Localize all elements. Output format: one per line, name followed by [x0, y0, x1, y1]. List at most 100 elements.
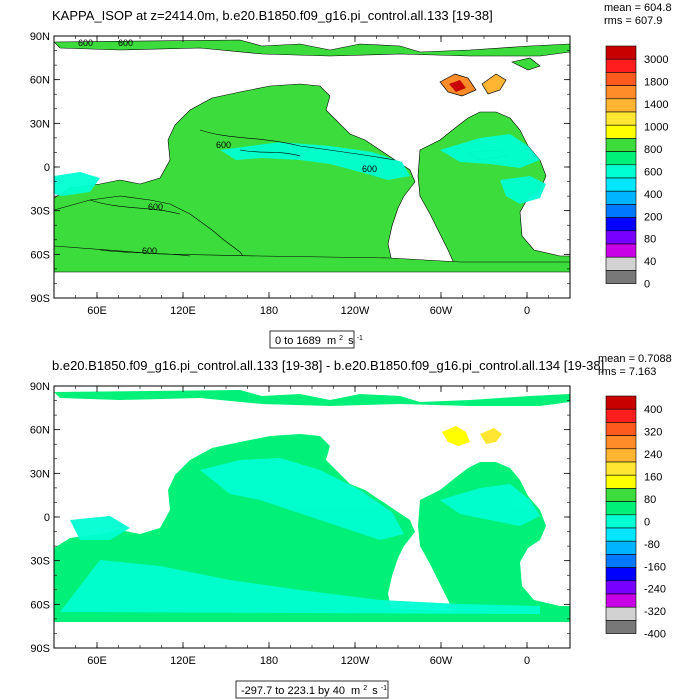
panel-2-rms: rms = 7.163 [598, 366, 656, 378]
lon-tick-label: 60E [87, 305, 107, 317]
lon-tick-label: 120W [341, 655, 370, 667]
colorbar-box [605, 567, 637, 582]
lon-tick-label: 120W [341, 305, 370, 317]
colorbar-box [605, 151, 637, 166]
colorbar-box [605, 72, 637, 86]
colorbar-label: 80 [644, 494, 656, 506]
colorbar-label: 800 [644, 144, 662, 156]
colorbar-box [605, 138, 637, 152]
panel-1-units: m [327, 335, 336, 347]
colorbar-box [605, 111, 637, 126]
panel-2-colorbar: 400 320 240 160 80 0 -80 -160 -240 -320 -400 [605, 395, 666, 641]
panel-1-ticks: 90N 60N 30N 0 30S 60S 90S 60E 120E 180 120W 60W 0 [30, 31, 571, 317]
colorbar-box [605, 270, 637, 284]
lon-tick-label: 60E [87, 655, 107, 667]
lon-tick-label: 120E [170, 305, 196, 317]
lon-tick-label: 0 [524, 305, 530, 317]
lon-tick-label: 60W [430, 655, 453, 667]
contour-label: 600 [362, 164, 377, 174]
panel-2-units-tail-exp: -1 [381, 685, 387, 692]
panel-1-units-tail: s [348, 335, 354, 347]
colorbar-label: 400 [644, 404, 662, 416]
panel-2-units-exp: 2 [363, 685, 367, 692]
panel-2-range-box: -297.7 to 223.1 by 40 m 2 s -1 [235, 680, 389, 699]
lat-tick-label: 30N [30, 468, 50, 480]
colorbar-box [605, 593, 637, 608]
colorbar-label: -400 [644, 629, 666, 641]
panel-2-ticks: 90N 60N 30N 0 30S 60S 90S 60E 120E 180 120W 60W 0 [30, 381, 571, 667]
panel-1-range-text: 0 to 1689 [275, 335, 321, 347]
colorbar-box [605, 501, 637, 516]
colorbar-box [605, 177, 637, 192]
contour-label: 600 [148, 202, 163, 212]
colorbar-label: 200 [644, 211, 662, 223]
colorbar-box [605, 164, 637, 179]
colorbar-box [605, 243, 637, 258]
colorbar-label: 320 [644, 427, 662, 439]
panel-1-units-tail-exp: -1 [357, 335, 363, 342]
lat-tick-label: 90N [30, 381, 50, 393]
panel-1-range-box: 0 to 1689 m 2 s -1 [269, 330, 363, 349]
colorbar-box [605, 217, 637, 232]
lat-tick-label: 60N [30, 75, 50, 87]
lon-tick-label: 120E [170, 655, 196, 667]
colorbar-label: 1400 [644, 99, 668, 111]
colorbar-box [605, 527, 637, 542]
colorbar-box [605, 190, 637, 205]
colorbar-label: 400 [644, 189, 662, 201]
colorbar-label: 1000 [644, 122, 668, 134]
colorbar-box [605, 58, 637, 73]
panel-1-units-exp: 2 [339, 335, 343, 342]
colorbar-box [605, 554, 637, 568]
lon-tick-label: 180 [260, 655, 278, 667]
lat-tick-label: 0 [44, 162, 50, 174]
colorbar-box [605, 474, 637, 489]
lat-tick-label: 90S [30, 293, 50, 305]
colorbar-label: 40 [644, 256, 656, 268]
colorbar-label: 1800 [644, 77, 668, 89]
lon-tick-label: 180 [260, 305, 278, 317]
panel-2-units: m [351, 685, 360, 697]
lat-tick-label: 0 [44, 512, 50, 524]
lat-tick-label: 60S [30, 599, 50, 611]
panel-1-labrador-high [439, 73, 507, 97]
colorbar-box [605, 435, 637, 450]
colorbar-label: 240 [644, 449, 662, 461]
contour-label: 600 [142, 246, 157, 256]
panel-1-title: KAPPA_ISOP at z=2414.0m, b.e20.B1850.f09… [52, 8, 493, 23]
colorbar-label: 160 [644, 472, 662, 484]
lat-tick-label: 90N [30, 31, 50, 43]
panel-2-range-text: -297.7 to 223.1 by 40 [241, 685, 345, 697]
panel-2: b.e20.B1850.f09_g16.pi_control.all.133 [… [30, 353, 672, 699]
panel-2-units-tail: s [372, 685, 378, 697]
lat-tick-label: 30S [30, 556, 50, 568]
colorbar-label: -160 [644, 561, 666, 573]
colorbar-box [605, 204, 637, 218]
colorbar-box [605, 448, 637, 463]
panel-2-labrador [442, 426, 502, 446]
colorbar-box [605, 85, 637, 100]
contour-label: 600 [216, 140, 231, 150]
colorbar-box [605, 488, 637, 502]
colorbar-label: 0 [644, 279, 650, 291]
contour-label: 600 [78, 38, 93, 48]
lon-tick-label: 0 [524, 655, 530, 667]
panel-1-mean: mean = 604.8 [604, 2, 672, 14]
colorbar-label: -80 [644, 539, 660, 551]
panel-2-mean: mean = 0.7088 [598, 353, 672, 365]
panel-1: KAPPA_ISOP at z=2414.0m, b.e20.B1850.f09… [30, 2, 672, 349]
colorbar-box [605, 395, 637, 410]
colorbar-box [605, 422, 637, 436]
contour-label: 600 [118, 38, 133, 48]
colorbar-label: 80 [644, 234, 656, 246]
lat-tick-label: 60S [30, 249, 50, 261]
colorbar-label: 600 [644, 166, 662, 178]
svg-text:-297.7 to 223.1 by 40: -297.7 to 223.1 by 40 m 2 s -1 [241, 681, 387, 697]
colorbar-label: -320 [644, 606, 666, 618]
colorbar-box [605, 408, 637, 423]
panel-1-map: 600 600 600 600 600 600 [54, 36, 570, 298]
lon-tick-label: 60W [430, 305, 453, 317]
colorbar-box [605, 540, 637, 555]
